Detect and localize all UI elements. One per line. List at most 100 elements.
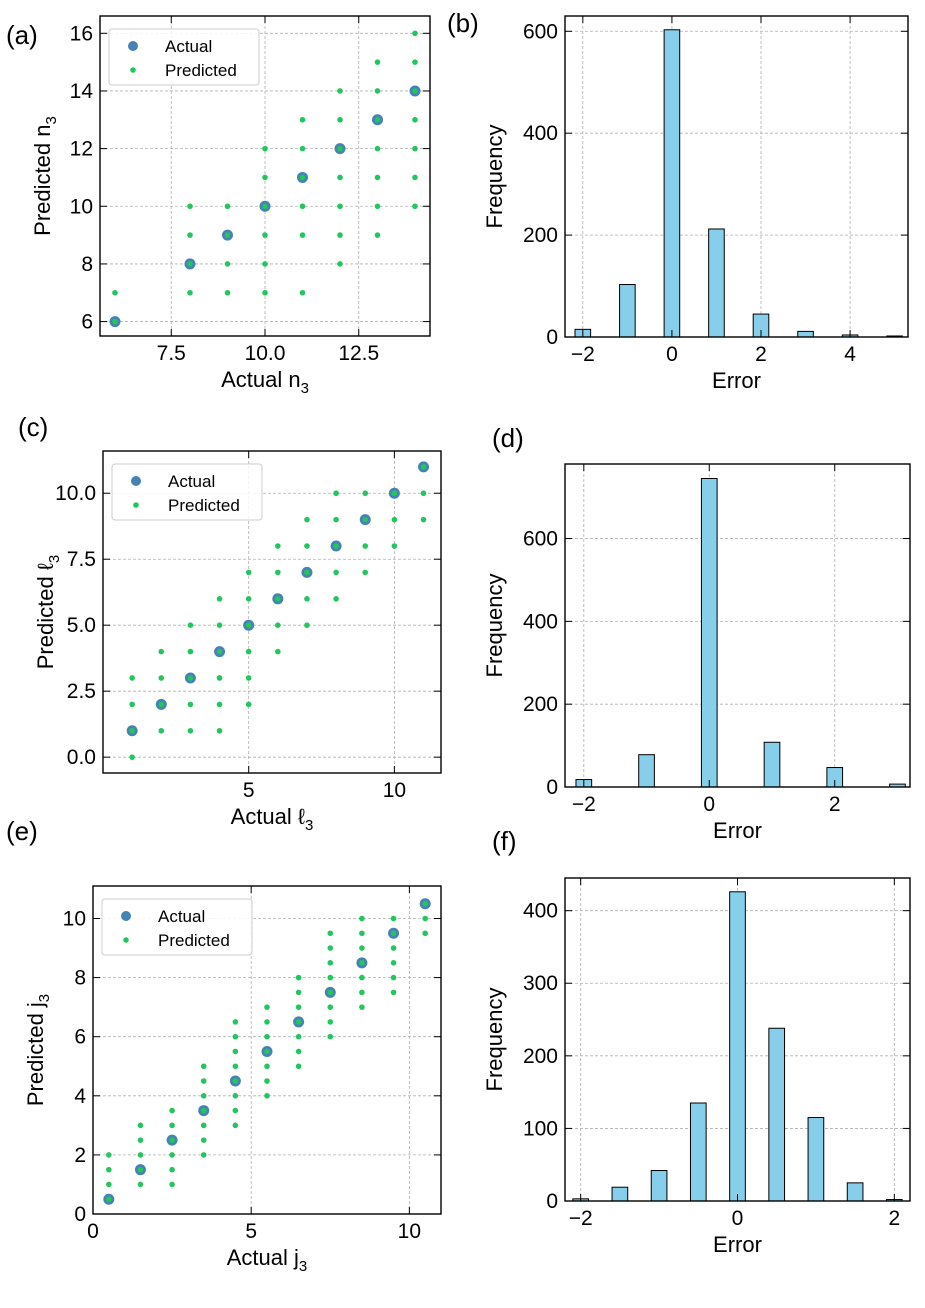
grid	[565, 464, 910, 788]
y-axis-label-subscript: 3	[43, 116, 60, 124]
predicted-point	[327, 945, 334, 951]
y-tick-label: 100	[523, 1117, 558, 1140]
y-axis-label-text: Predicted n	[30, 125, 55, 236]
predicted-point	[412, 116, 418, 123]
x-axis-label: Actual ℓ3	[231, 804, 314, 834]
predicted-point	[158, 648, 165, 655]
predicted-point	[374, 88, 381, 94]
y-axis-label: Frequency	[482, 988, 507, 1092]
predicted-point	[137, 1181, 144, 1188]
histogram-bar	[763, 741, 781, 788]
predicted-point	[391, 490, 398, 497]
axes-frame	[564, 15, 909, 338]
y-tick-label: 200	[523, 1045, 558, 1068]
legend-box	[108, 28, 260, 86]
x-axis-label-text: Error	[712, 368, 761, 393]
predicted-point	[304, 516, 310, 523]
predicted-point	[391, 516, 398, 523]
histogram-bar	[689, 1102, 707, 1202]
predicted-point	[187, 289, 193, 296]
predicted-point	[232, 1063, 239, 1070]
predicted-point	[390, 915, 397, 922]
predicted-point	[390, 974, 397, 981]
predicted-point	[187, 232, 193, 238]
x-tick-label: 10	[398, 1220, 421, 1243]
predicted-point	[129, 675, 135, 681]
panel-label: (e)	[6, 816, 38, 846]
predicted-point	[137, 1137, 144, 1143]
predicted-point	[304, 596, 310, 602]
y-tick-label: 0.0	[67, 746, 96, 769]
x-axis-label: Actual j3	[227, 1245, 308, 1275]
predicted-point	[304, 569, 310, 576]
histogram-bar	[619, 284, 636, 338]
predicted-point	[420, 490, 427, 497]
panel-d: (d) −2 0 2 0 200 400 600 Error Frequency	[482, 423, 911, 843]
predicted-point	[333, 516, 339, 523]
x-tick-label: 5	[245, 1220, 257, 1243]
predicted-point	[158, 727, 165, 734]
panel-b: (b) −2 0 2 4 0 200 400 600 Error Frequency	[447, 8, 909, 393]
predicted-point	[412, 174, 418, 181]
predicted-point	[295, 1004, 302, 1010]
predicted-point	[359, 915, 365, 922]
predicted-point	[264, 1078, 270, 1084]
predicted-point	[262, 145, 268, 152]
predicted-point	[333, 490, 339, 497]
y-axis-label-text: Predicted j	[23, 1002, 48, 1106]
predicted-point	[390, 989, 397, 996]
predicted-point	[327, 1004, 334, 1010]
predicted-point	[264, 1063, 270, 1070]
predicted-point	[333, 569, 339, 576]
predicted-point	[327, 930, 334, 937]
predicted-point	[412, 59, 418, 65]
predicted-point	[374, 116, 381, 123]
predicted-point	[420, 464, 427, 470]
predicted-point	[359, 989, 365, 996]
predicted-point	[374, 174, 381, 181]
predicted-point	[232, 1122, 239, 1129]
predicted-point	[200, 1093, 207, 1099]
predicted-point	[264, 1093, 270, 1099]
predicted-point	[304, 543, 310, 549]
x-tick-label: 10.0	[245, 342, 286, 365]
predicted-point	[333, 543, 339, 549]
predicted-point	[275, 648, 281, 655]
predicted-point	[295, 1048, 302, 1055]
y-tick-label: 10	[70, 195, 93, 218]
predicted-point	[169, 1181, 175, 1188]
histogram-bar	[708, 228, 725, 338]
predicted-point	[187, 648, 194, 655]
predicted-point	[275, 596, 281, 602]
predicted-point	[262, 174, 268, 181]
y-tick-label: 400	[523, 610, 558, 633]
panel-f: (f) −2 0 2 0 100 200 300 400 Error Frequency	[482, 826, 911, 1257]
x-tick-label: 2	[755, 343, 767, 366]
predicted-point	[169, 1107, 175, 1114]
predicted-point	[129, 727, 135, 734]
predicted-point	[362, 543, 369, 549]
predicted-point	[187, 622, 194, 628]
y-tick-label: 10	[63, 908, 86, 931]
predicted-point	[169, 1137, 175, 1143]
predicted-point	[374, 203, 381, 210]
legend-label-predicted: Predicted	[158, 931, 230, 950]
predicted-point	[299, 232, 306, 238]
predicted-point	[264, 1004, 270, 1010]
predicted-point	[216, 622, 223, 628]
x-tick-label: 0	[703, 793, 715, 816]
predicted-point	[362, 490, 369, 497]
predicted-point	[420, 516, 427, 523]
y-tick-label: 400	[523, 122, 558, 145]
predicted-point	[106, 1166, 112, 1173]
predicted-point	[412, 30, 418, 37]
predicted-point	[337, 203, 343, 210]
predicted-point	[224, 203, 231, 210]
axes-frame	[92, 885, 442, 1215]
legend-label-predicted: Predicted	[165, 61, 237, 80]
predicted-point	[137, 1122, 144, 1129]
histogram-bar	[700, 477, 718, 788]
predicted-point	[112, 318, 118, 325]
predicted-point	[245, 648, 252, 655]
predicted-point	[224, 289, 231, 296]
